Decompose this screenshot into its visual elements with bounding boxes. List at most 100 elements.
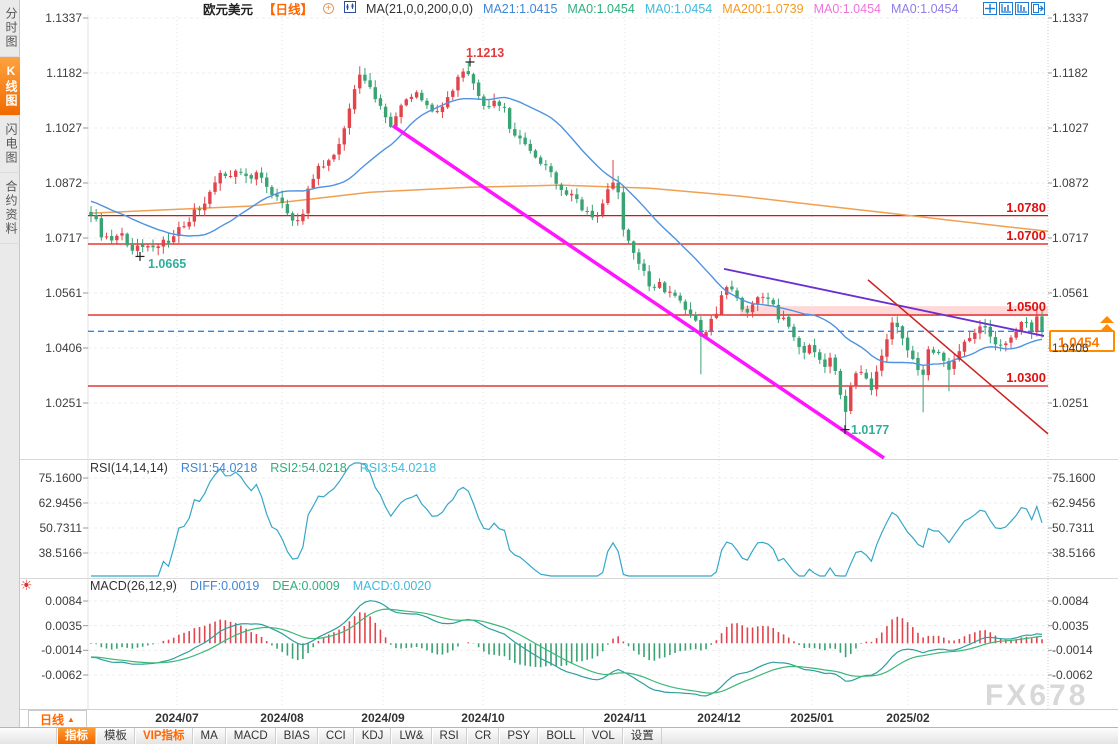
chevron-up-icon: ▲ <box>67 714 75 724</box>
y-axis-label-left: 1.0872 <box>45 176 82 190</box>
y-axis-label-right: 1.1182 <box>1052 66 1088 80</box>
rsi-legend: RSI1:54.0218 RSI2:54.0218 RSI3:54.0218 <box>181 461 436 475</box>
toolbar-item-6[interactable]: CCI <box>317 728 354 744</box>
price-annotation-1.1213: 1.1213 <box>466 46 505 60</box>
zoom-in-axis-icon[interactable] <box>999 2 1013 15</box>
y-axis-label-right: -0.0014 <box>1052 643 1093 658</box>
sidebar-item-2[interactable]: 闪电图 <box>0 116 20 173</box>
y-axis-label-left: -0.0014 <box>41 643 82 658</box>
x-axis-date-6: 2025/01 <box>790 711 834 725</box>
ma-value-3: MA200:1.0739 <box>722 1 804 16</box>
zoom-out-axis-icon[interactable] <box>1015 2 1029 15</box>
y-axis-label-left: 50.7311 <box>39 521 83 535</box>
ma-value-4: MA0:1.0454 <box>813 1 881 16</box>
macd-title: MACD(26,12,9) <box>90 579 177 593</box>
y-axis-label-right: 62.9456 <box>1052 496 1096 510</box>
rsi-value-0: RSI1:54.0218 <box>180 461 258 475</box>
price-annotation-1.0177: 1.0177 <box>851 422 890 437</box>
toolbar-item-14[interactable]: 设置 <box>622 728 662 744</box>
y-axis-label-right: 1.0251 <box>1052 396 1089 410</box>
toolbar-item-7[interactable]: KDJ <box>353 728 392 744</box>
y-axis-label-left: -0.0062 <box>41 668 82 682</box>
period-label: 【日线】 <box>263 3 314 17</box>
level-label-1.0780: 1.0780 <box>1006 199 1046 215</box>
level-label-1.0500: 1.0500 <box>1006 299 1046 314</box>
timeframe-label: 日线 <box>40 712 65 727</box>
chart-window-controls <box>983 2 1045 15</box>
ma-value-2: MA0:1.0454 <box>644 1 713 16</box>
toolbar-item-1[interactable]: 模板 <box>96 728 135 744</box>
ma-settings: MA(21,0,0,200,0,0) <box>366 1 474 16</box>
y-axis-label-right: 1.1027 <box>1052 121 1089 135</box>
x-axis-date-7: 2025/02 <box>886 711 930 725</box>
sidebar-item-3[interactable]: 合约资料 <box>0 173 20 244</box>
export-icon[interactable] <box>1031 2 1045 15</box>
y-axis-label-right: 1.1337 <box>1052 11 1089 25</box>
rsi-title: RSI(14,14,14) <box>90 461 168 475</box>
toolbar-item-5[interactable]: BIAS <box>275 728 318 744</box>
toolbar-item-9[interactable]: RSI <box>431 728 467 744</box>
sidebar-item-1[interactable]: K线图 <box>0 57 20 116</box>
indicator-toolbar: 指标 模板 VIP指标 MA MACD BIAS CCI KDJ LW& RSI CR PSY BOLL… <box>0 727 1118 744</box>
macd-value-1: DEA:0.0009 <box>272 579 340 593</box>
y-axis-label-right: 0.0035 <box>1052 618 1089 633</box>
level-label-1.0700: 1.0700 <box>1006 228 1046 244</box>
toolbar-spacer <box>0 728 57 744</box>
macd-value-2: MACD:0.0020 <box>352 579 432 593</box>
y-axis-label-right: 1.0561 <box>1052 286 1089 300</box>
y-axis-label-left: 1.1337 <box>45 11 82 25</box>
rsi-header: RSI(14,14,14) RSI1:54.0218 RSI2:54.0218 RS… <box>90 461 436 475</box>
symbol-name: 欧元美元 <box>203 3 254 17</box>
ma-value-5: MA0:1.0454 <box>890 1 959 16</box>
y-axis-label-right: 1.0872 <box>1052 176 1089 190</box>
toolbar-item-12[interactable]: BOLL <box>538 728 584 744</box>
rsi-value-1: RSI2:54.0218 <box>270 461 347 475</box>
price-up-arrow-icon <box>1100 316 1114 332</box>
x-axis-date-5: 2024/12 <box>697 711 741 725</box>
y-axis-label-left: 1.0406 <box>45 341 82 355</box>
ma-value-0: MA21:1.0415 <box>483 1 558 16</box>
y-axis-label-right: 50.7311 <box>1052 521 1095 535</box>
y-axis-label-left: 38.5166 <box>38 546 82 560</box>
toolbar-item-3[interactable]: MA <box>192 728 226 744</box>
toolbar-item-11[interactable]: PSY <box>499 728 539 744</box>
toolbar-item-10[interactable]: CR <box>466 728 500 744</box>
pan-move-icon[interactable] <box>983 2 997 15</box>
macd-value-0: DIFF:0.0019 <box>189 579 260 593</box>
y-axis-label-right: 1.0717 <box>1052 231 1089 245</box>
x-axis-date-3: 2024/10 <box>461 711 505 725</box>
macd-settings-sun-icon[interactable]: ☀ <box>20 577 33 593</box>
y-axis-label-right: 75.1600 <box>1052 471 1096 485</box>
ma-legend: MA21:1.0415 MA0:1.0454 MA0:1.0454 MA200:1.0… <box>483 2 958 16</box>
sidebar: 分时图 K线图 闪电图 合约资料 <box>0 0 20 744</box>
macd-header: MACD(26,12,9) DIFF:0.0019 DEA:0.0009 MACD:… <box>90 579 431 593</box>
y-axis-label-left: 1.1182 <box>46 66 82 80</box>
chart-header: 欧元美元 【日线】 + MA(21,0,0,200,0,0) MA21:1.04… <box>203 1 958 17</box>
x-axis-date-1: 2024/08 <box>260 711 304 725</box>
kline-chart-icon <box>344 1 357 16</box>
y-axis-label-right: 38.5166 <box>1052 546 1096 560</box>
x-axis-date-2: 2024/09 <box>361 711 405 725</box>
y-axis-label-right: -0.0062 <box>1052 668 1093 682</box>
current-price-tag: 1.0454 <box>1049 330 1115 352</box>
add-favorite-icon[interactable]: + <box>323 3 335 14</box>
y-axis-label-right: 0.0084 <box>1052 594 1089 608</box>
toolbar-item-4[interactable]: MACD <box>225 728 276 744</box>
level-label-1.0300: 1.0300 <box>1006 369 1046 385</box>
x-axis-date-4: 2024/11 <box>603 711 647 725</box>
toolbar-item-2[interactable]: VIP指标 <box>135 728 193 744</box>
y-axis-label-left: 0.0035 <box>45 618 82 633</box>
sidebar-item-0[interactable]: 分时图 <box>0 0 20 57</box>
toolbar-item-0[interactable]: 指标 <box>57 728 96 744</box>
y-axis-label-left: 1.0251 <box>45 396 82 410</box>
y-axis-label-left: 1.1027 <box>45 121 82 135</box>
y-axis-label-left: 0.0084 <box>45 594 82 608</box>
timeframe-selector[interactable]: 日线 ▲ <box>28 710 87 728</box>
toolbar-item-8[interactable]: LW& <box>391 728 432 744</box>
toolbar-item-13[interactable]: VOL <box>583 728 623 744</box>
y-axis-label-left: 1.0561 <box>45 286 82 300</box>
y-axis-label-left: 75.1600 <box>38 471 82 485</box>
x-axis-date-0: 2024/07 <box>155 711 199 725</box>
price-annotation-1.0665: 1.0665 <box>148 257 187 272</box>
